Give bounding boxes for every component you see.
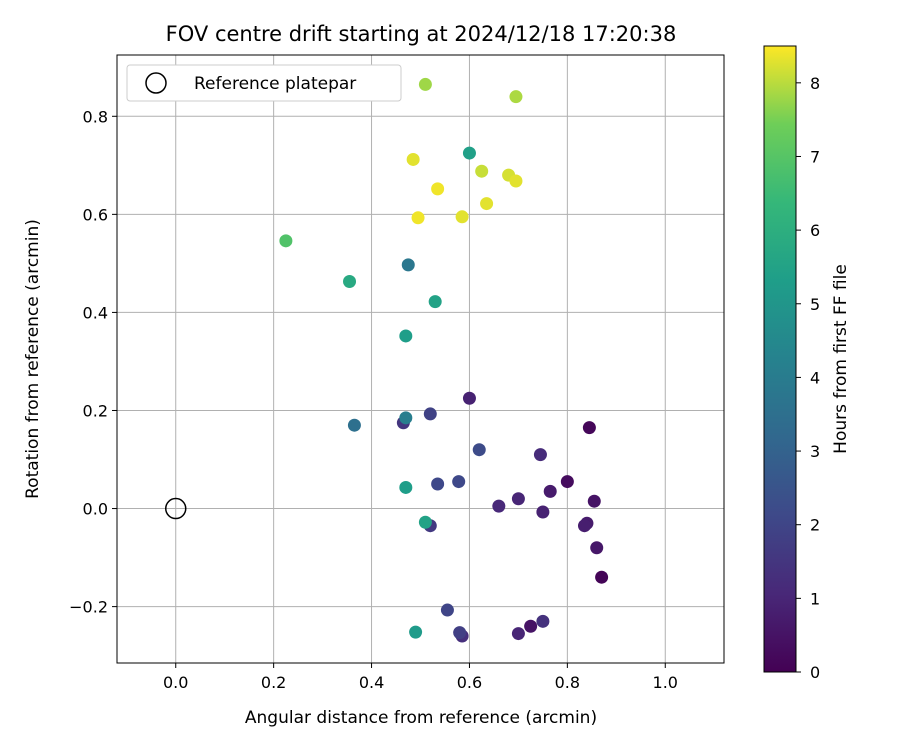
x-tick-label: 0.2 (261, 673, 286, 692)
legend-reference-icon (145, 72, 167, 94)
colorbar-tick-label: 5 (810, 295, 820, 314)
data-point (462, 146, 476, 160)
y-tick-label: 0.4 (83, 303, 108, 322)
data-point (423, 407, 437, 421)
data-points (279, 77, 609, 643)
colorbar-tick-label: 2 (810, 516, 820, 535)
data-point (453, 626, 467, 640)
x-tick-label: 0.4 (359, 673, 384, 692)
data-point (509, 90, 523, 104)
data-point (475, 164, 489, 178)
colorbar-tick-label: 8 (810, 74, 820, 93)
chart-title: FOV centre drift starting at 2024/12/18 … (166, 22, 677, 46)
y-tick-label: −0.2 (69, 598, 108, 617)
plot-frame (116, 54, 725, 664)
data-point (524, 619, 538, 633)
data-point (399, 411, 413, 425)
data-point (399, 480, 413, 494)
data-point (409, 625, 423, 639)
y-tick-label: 0.2 (83, 401, 108, 420)
data-point (492, 499, 506, 513)
data-point (428, 295, 442, 309)
y-tick-label: 0.8 (83, 107, 108, 126)
data-point (533, 448, 547, 462)
colorbar-tick-label: 1 (810, 589, 820, 608)
data-point (511, 627, 525, 641)
data-point (399, 329, 413, 343)
colorbar: 0 1 2 3 4 5 6 7 8 Hours from first FF file (763, 45, 851, 682)
data-point (347, 418, 361, 432)
data-point (536, 614, 550, 628)
data-point (472, 443, 486, 457)
reference-platepar-marker (164, 497, 187, 520)
data-point (462, 391, 476, 405)
data-point (343, 275, 357, 289)
x-axis-ticks: 0.0 0.2 0.4 0.6 0.8 1.0 (163, 663, 678, 692)
data-point (511, 492, 525, 506)
y-axis-ticks: −0.2 0.0 0.2 0.4 0.6 0.8 (69, 107, 117, 617)
data-point (536, 505, 550, 519)
data-point (509, 174, 523, 188)
data-point (595, 570, 609, 584)
colorbar-tick-label: 6 (810, 221, 820, 240)
data-point (590, 541, 604, 555)
grid-lines (117, 55, 724, 663)
data-point (431, 477, 445, 491)
data-point (418, 77, 432, 91)
colorbar-gradient (763, 45, 797, 673)
data-point (543, 484, 557, 498)
x-tick-label: 0.0 (163, 673, 188, 692)
colorbar-tick-label: 0 (810, 663, 820, 682)
legend-label: Reference platepar (194, 74, 356, 94)
colorbar-label: Hours from first FF file (831, 264, 851, 454)
colorbar-tick-label: 4 (810, 368, 820, 387)
data-point (455, 210, 469, 224)
x-tick-label: 0.6 (457, 673, 482, 692)
data-point (406, 152, 420, 166)
colorbar-tick-label: 3 (810, 442, 820, 461)
legend-box (126, 64, 402, 102)
colorbar-tick-label: 7 (810, 147, 820, 166)
y-tick-label: 0.0 (83, 500, 108, 519)
data-point (577, 519, 591, 533)
y-tick-label: 0.6 (83, 205, 108, 224)
y-axis-title: Rotation from reference (arcmin) (23, 219, 43, 499)
colorbar-ticks: 0 1 2 3 4 5 6 7 8 (796, 74, 820, 682)
x-tick-label: 1.0 (653, 673, 678, 692)
x-tick-label: 0.8 (555, 673, 580, 692)
data-point (560, 475, 574, 489)
data-point (411, 211, 425, 225)
data-point (587, 494, 601, 508)
data-point (452, 475, 466, 489)
x-axis-title: Angular distance from reference (arcmin) (245, 708, 597, 728)
data-point (418, 515, 432, 529)
data-point (279, 234, 293, 248)
legend: Reference platepar (126, 64, 402, 102)
data-point (401, 258, 415, 272)
data-point (431, 182, 445, 196)
data-point (440, 603, 454, 617)
data-point (582, 421, 596, 435)
data-point (480, 197, 494, 211)
